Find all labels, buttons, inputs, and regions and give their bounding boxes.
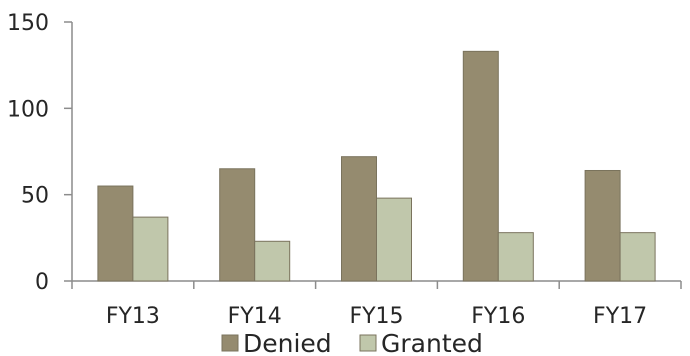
bar-granted-fy16 (497, 232, 534, 282)
y-tick-label: 150 (7, 11, 49, 36)
x-category-label: FY16 (471, 304, 525, 329)
legend: Denied Granted (221, 329, 483, 356)
legend-swatch-denied (221, 334, 239, 352)
x-category-label: FY17 (593, 304, 647, 329)
bar-granted-fy14 (254, 240, 291, 282)
bar-denied-fy15 (341, 156, 377, 282)
bar-granted-fy17 (619, 232, 656, 282)
legend-label-denied: Denied (243, 329, 332, 356)
bar-denied-fy14 (219, 168, 256, 282)
bar-granted-fy15 (376, 197, 412, 282)
legend-swatch-granted (359, 334, 377, 352)
x-category-label: FY14 (228, 304, 282, 329)
y-tick-label: 100 (7, 97, 49, 122)
bar-denied-fy13 (97, 185, 134, 282)
x-category-label: FY13 (106, 304, 160, 329)
bars (97, 50, 656, 282)
legend-label-granted: Granted (381, 329, 483, 356)
bar-denied-fy16 (462, 50, 499, 282)
y-tick-label: 0 (35, 270, 49, 295)
bar-denied-fy17 (584, 169, 621, 282)
y-tick-label: 50 (21, 184, 49, 209)
x-axis: FY13 FY14 FY15 FY16 FY17 (71, 280, 682, 329)
x-category-label: FY15 (349, 304, 403, 329)
bar-granted-fy13 (132, 216, 169, 282)
y-axis: 0 50 100 150 (7, 11, 73, 295)
